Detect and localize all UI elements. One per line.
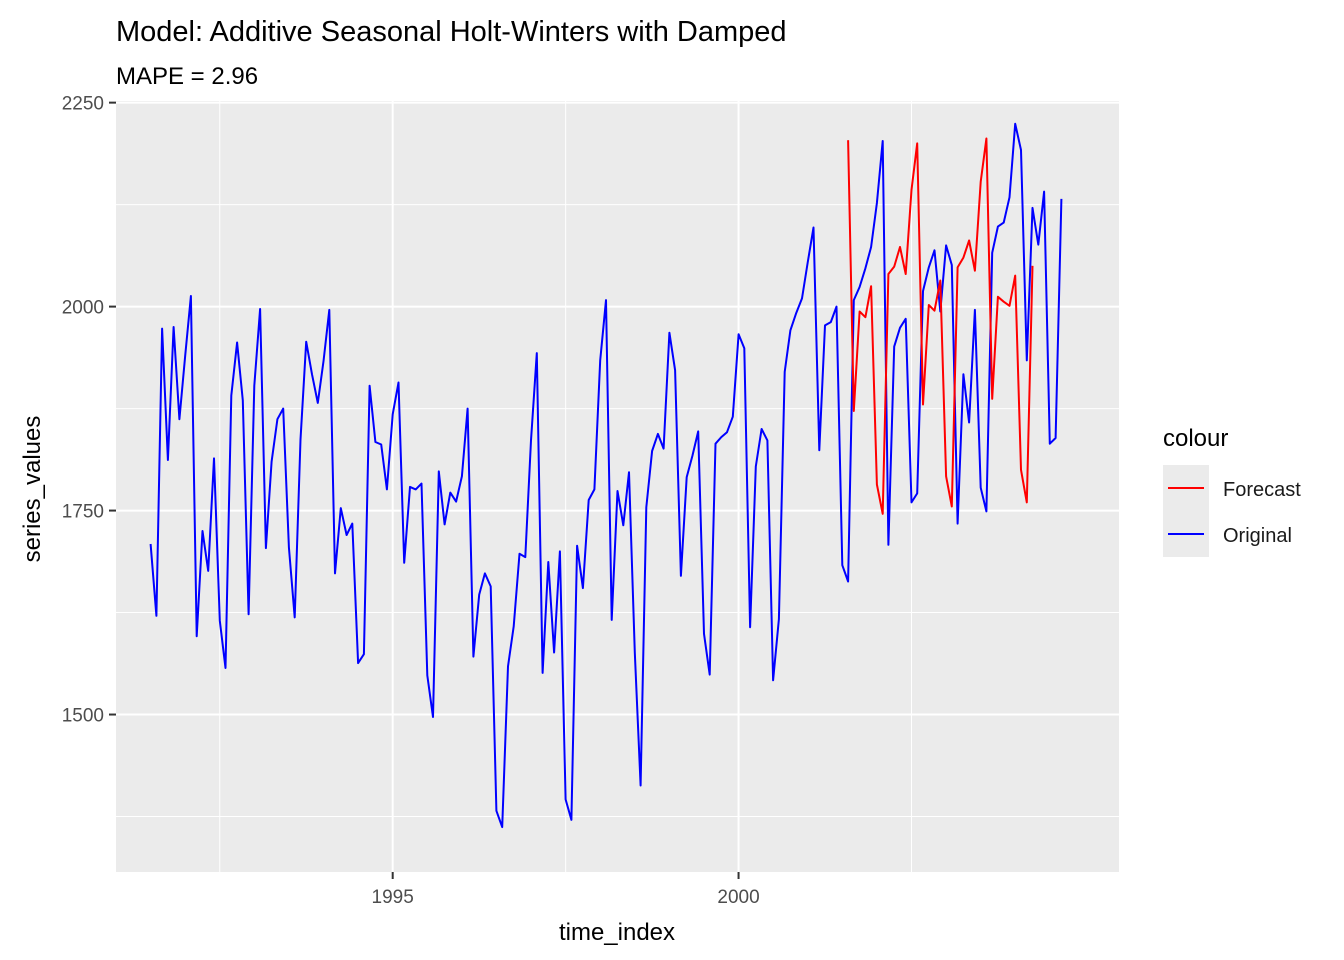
legend: colour Forecast Original [1163,425,1301,557]
series-line-original [149,122,1063,829]
series-line-forecast [847,137,1034,515]
legend-label-forecast: Forecast [1223,479,1301,501]
legend-label-original: Original [1223,525,1292,547]
y-tick-label: 1500 [62,706,104,727]
y-tick-label: 2250 [62,94,104,115]
axis-layer: 1995 2000 1500 1750 2000 2250 [62,94,760,908]
y-axis-label: series_values [19,416,46,563]
series-layer [149,122,1063,829]
plot-panel [116,101,1119,872]
y-tick-label: 1750 [62,502,104,523]
chart-title: Model: Additive Seasonal Holt-Winters wi… [116,16,787,48]
y-tick-label: 2000 [62,298,104,319]
x-tick-label: 1995 [372,887,414,908]
legend-title: colour [1163,425,1228,452]
chart-subtitle: MAPE = 2.96 [116,63,258,90]
x-tick-label: 2000 [717,887,759,908]
x-axis-label: time_index [559,919,675,946]
